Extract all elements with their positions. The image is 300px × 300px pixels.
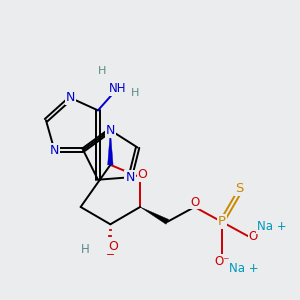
- Text: N: N: [50, 143, 59, 157]
- Text: H: H: [81, 243, 90, 256]
- Text: H: H: [98, 66, 106, 76]
- Text: N: N: [106, 124, 115, 137]
- Text: N: N: [66, 92, 75, 104]
- Text: S: S: [235, 182, 243, 195]
- Polygon shape: [140, 207, 169, 224]
- Text: O⁻: O⁻: [214, 255, 230, 268]
- Text: O⁻: O⁻: [249, 230, 264, 243]
- Text: NH: NH: [109, 82, 127, 94]
- Polygon shape: [108, 130, 113, 165]
- Text: H: H: [131, 88, 139, 98]
- Text: N: N: [125, 171, 135, 184]
- Text: O: O: [138, 168, 148, 181]
- Text: Na +: Na +: [256, 220, 286, 233]
- Text: O: O: [108, 240, 118, 253]
- Text: O: O: [190, 196, 199, 208]
- Text: P: P: [218, 215, 226, 228]
- Text: Na +: Na +: [229, 262, 259, 275]
